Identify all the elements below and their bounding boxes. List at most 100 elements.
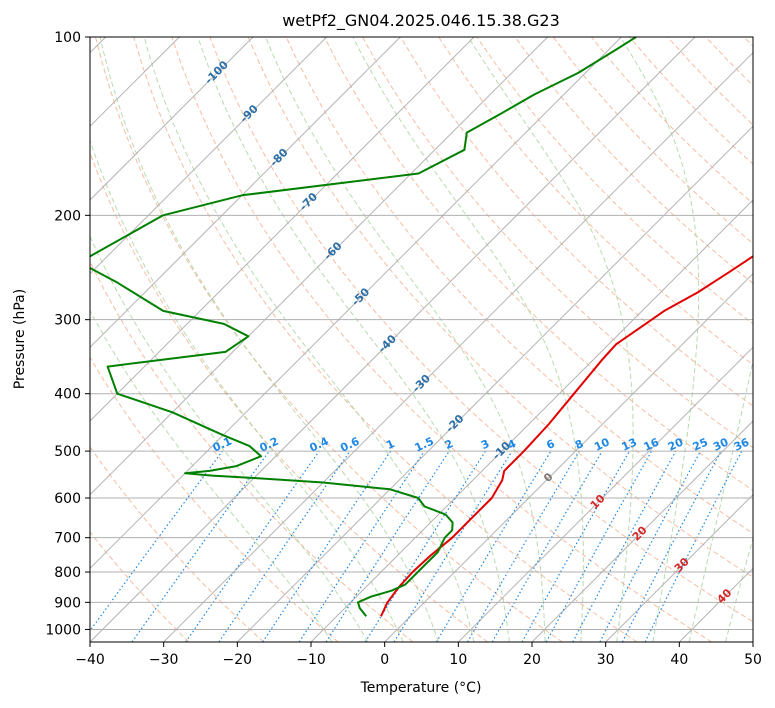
mixing-ratio-label: 1.5 [413, 435, 436, 455]
isotherm [605, 493, 753, 642]
moist-adiabat [265, 37, 546, 642]
isotherm-label: -30 [410, 372, 433, 395]
y-tick-label: 600 [54, 491, 81, 507]
x-tick-label: −10 [296, 652, 326, 668]
x-axis-ticks: −40 −30 −20 −10 0 10 20 30 40 50 [75, 642, 762, 668]
x-tick-label: −20 [223, 652, 253, 668]
x-axis-label: Temperature (°C) [360, 680, 482, 696]
x-tick-label: 30 [597, 652, 615, 668]
isotherm [163, 51, 753, 642]
dry-adiabat [362, 37, 753, 449]
isotherm [90, 37, 254, 201]
dry-adiabat [90, 445, 264, 642]
isotherm [90, 37, 696, 642]
mixing-ratio-line [599, 450, 702, 642]
y-tick-label: 500 [54, 444, 81, 460]
mixing-ratio-line [435, 450, 552, 642]
dry-adiabat [590, 37, 753, 205]
mixing-ratio-label: 36 [732, 435, 752, 453]
mixing-ratio-label: 30 [711, 435, 731, 453]
mixing-ratio-labels: 0.1 0.2 0.4 0.6 1 1.5 2 3 4 6 8 10 13 16 20 25 30 36 [211, 435, 752, 455]
moist-adiabat [197, 37, 510, 642]
pressure-gridlines [90, 37, 753, 630]
mixing-ratio-label: 6 [544, 437, 557, 452]
mixing-ratio-label: 1 [384, 437, 396, 452]
mixing-ratio-line [90, 450, 223, 632]
x-tick-label: −40 [75, 652, 105, 668]
mixing-ratio-line [298, 450, 425, 642]
dry-adiabat [90, 260, 414, 642]
isotherm [90, 37, 401, 349]
dry-adiabat [95, 37, 563, 642]
mixing-ratio-line [185, 450, 320, 642]
mixing-ratio-label: 10 [592, 435, 612, 453]
moist-adiabat [90, 309, 333, 642]
y-tick-label: 400 [54, 387, 81, 403]
mixing-ratio-line [218, 450, 351, 642]
moist-adiabat [725, 536, 753, 642]
dry-adiabat [552, 37, 753, 245]
isotherm-label: 20 [630, 523, 650, 543]
mixing-ratio-label: 0.6 [338, 435, 361, 455]
y-tick-label: 900 [54, 595, 81, 611]
dry-adiabat [400, 37, 753, 407]
dry-adiabat [476, 37, 753, 325]
dry-adiabat [90, 151, 488, 642]
y-axis-ticks: 100 200 300 400 500 600 700 800 900 1000 [45, 30, 90, 638]
x-tick-label: 10 [449, 652, 467, 668]
mixing-ratio-label: 20 [666, 435, 686, 453]
dry-adiabat [171, 37, 712, 642]
mixing-ratio-line [393, 450, 513, 642]
dry-adiabat [133, 37, 638, 642]
isotherm [310, 199, 753, 642]
isotherm [752, 641, 753, 642]
mixing-ratio-label: 3 [479, 437, 491, 452]
y-tick-label: 200 [54, 208, 81, 224]
isotherm [531, 420, 753, 642]
moist-adiabat [90, 138, 404, 642]
chart-title: wetPf2_GN04.2025.046.15.38.G23 [282, 11, 560, 31]
dry-adiabat [323, 37, 753, 491]
dewpoint-line [90, 37, 637, 617]
isotherm [384, 272, 753, 642]
series-group [90, 37, 753, 617]
moist-adiabat [619, 37, 700, 642]
mixing-ratio-label: 13 [620, 436, 639, 454]
x-tick-label: −30 [149, 652, 179, 668]
y-tick-label: 300 [54, 313, 81, 329]
dry-adiabat [90, 531, 190, 642]
mixing-ratio-line [521, 450, 631, 642]
dry-adiabat [705, 37, 753, 87]
mixing-ratio-label: 25 [691, 436, 710, 454]
dry-adiabat [743, 37, 753, 47]
moist-adiabat [688, 358, 753, 642]
y-axis-label: Pressure (hPa) [12, 289, 28, 389]
dry-adiabat [247, 37, 753, 578]
y-tick-label: 100 [54, 30, 81, 46]
y-tick-label: 1000 [45, 622, 81, 638]
dry-adiabat [209, 37, 753, 623]
moist-adiabat [352, 37, 584, 642]
dry-adiabat [90, 356, 339, 642]
mixing-ratio-line [572, 450, 677, 642]
y-tick-label: 800 [54, 565, 81, 581]
isotherm [678, 567, 753, 642]
x-tick-label: 50 [744, 652, 762, 668]
mixing-ratio-line [131, 450, 270, 642]
x-tick-label: 40 [670, 652, 688, 668]
isotherm-label: -20 [443, 412, 466, 435]
y-tick-label: 700 [54, 531, 81, 547]
temperature-line [380, 255, 753, 617]
isotherm [90, 37, 328, 275]
plot-frame [89, 36, 754, 643]
mixing-ratio-line [644, 450, 743, 642]
dry-adiabat [285, 37, 753, 535]
isotherm [457, 346, 753, 642]
mixing-ratio-line [262, 450, 392, 642]
x-tick-label: 20 [523, 652, 541, 668]
moist-adiabat [99, 37, 439, 642]
mixing-ratio-label: 16 [642, 435, 662, 453]
mixing-ratio-line [545, 450, 653, 642]
mixing-ratio-label: 0.2 [257, 435, 280, 455]
